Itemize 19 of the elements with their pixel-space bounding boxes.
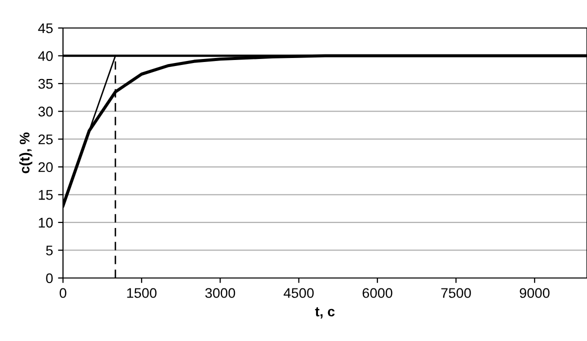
y-tick-label: 5	[46, 246, 53, 256]
x-tick-label: 3000	[205, 288, 236, 298]
x-tick-label: 1500	[127, 288, 157, 298]
x-tick-label: 7500	[441, 288, 471, 298]
y-tick-label: 15	[38, 190, 53, 200]
y-tick-label: 20	[38, 162, 53, 172]
x-tick-label: 4500	[284, 288, 314, 298]
x-tick-label: 6000	[362, 288, 392, 298]
x-tick-label: 0	[60, 288, 66, 298]
y-tick-label: 10	[38, 218, 53, 228]
y-tick-label: 35	[38, 78, 53, 89]
y-tick-label: 40	[38, 51, 53, 61]
y-tick-label: 0	[46, 273, 53, 284]
x-tick-label: 9000	[520, 288, 550, 298]
x-axis-title: t, c	[315, 307, 335, 318]
y-axis-title: c(t), %	[19, 132, 32, 174]
y-tick-label: 30	[38, 106, 53, 117]
y-tick-label: 45	[38, 23, 53, 34]
y-tick-label: 25	[38, 134, 53, 144]
